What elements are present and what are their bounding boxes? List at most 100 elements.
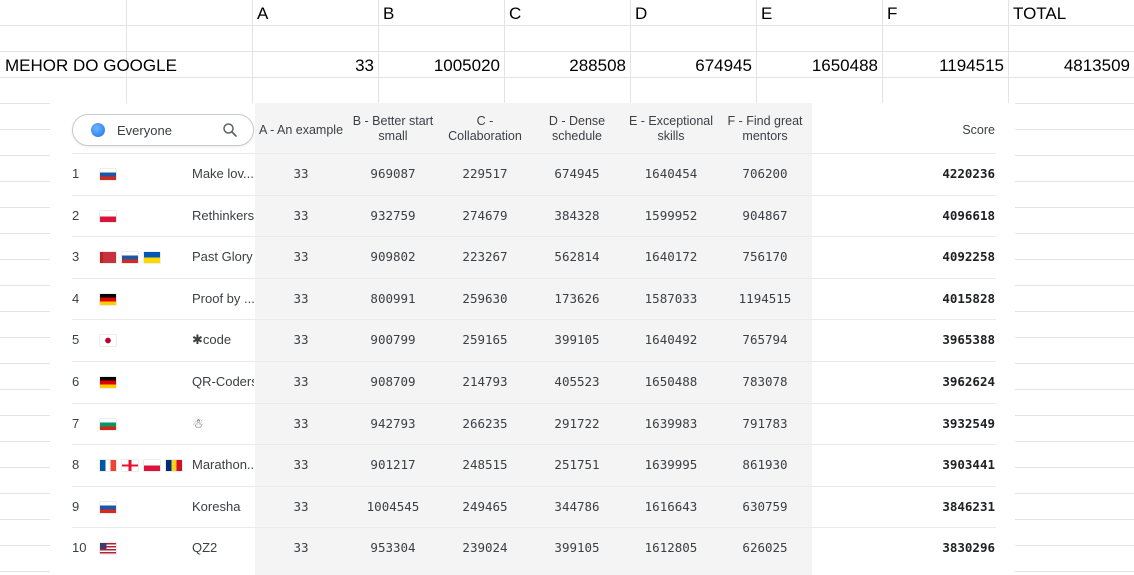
column-header-cell[interactable]: F [887,4,898,23]
score-c: 249465 [462,498,508,514]
team-name: Koresha [192,498,241,514]
team-flags [100,335,116,347]
score-d: 344786 [554,498,600,514]
team-flags [100,543,116,555]
score-b: 932759 [370,207,416,223]
team-name: Proof by ... [192,290,254,306]
score-d: 399105 [554,540,600,556]
flag-by-icon [100,252,116,264]
row-label-cell[interactable]: MEHOR DO GOOGLE [5,56,177,75]
leaderboard-row: 9 Koresha 33 1004545 249465 344786 1616643 6307… [50,486,1015,528]
rank-number: 10 [72,540,87,556]
header-score: Score [962,123,995,137]
flag-ru-icon [100,501,116,513]
column-header-cell[interactable]: C [509,4,522,23]
globe-icon [91,123,105,137]
flag-de-icon [100,293,116,305]
team-flags [100,169,116,180]
value-cell-c[interactable]: 288508 [569,56,626,75]
score-a: 33 [293,415,309,431]
leaderboard-image[interactable]: Everyone A - An example B - Better start… [50,103,1015,575]
row-divider [72,319,996,321]
flag-de-icon [100,377,116,388]
score-d: 384328 [554,207,600,223]
column-header-cell[interactable]: B [383,4,395,23]
leaderboard-row: 7 ☃ 33 942793 266235 291722 1639983 791783 39325… [50,403,1015,445]
score-b: 901217 [370,457,416,473]
search-icon [223,123,237,137]
score-d: 173626 [554,290,600,306]
score-d: 405523 [554,374,600,389]
grid-line [0,25,1134,26]
audience-filter[interactable]: Everyone [72,114,254,146]
row-divider [72,194,996,196]
column-header-cell[interactable]: E [761,4,773,23]
score-c: 259165 [462,332,508,348]
score-f: 861930 [742,457,788,473]
rank-number: 5 [72,332,80,348]
score-a: 33 [293,374,309,389]
score-a: 33 [293,457,309,473]
header-f: F - Find great mentors [727,114,803,143]
team-flags [100,460,182,472]
grid-line [0,51,1134,52]
flag-bg-icon [100,418,116,430]
score-f: 765794 [742,332,788,348]
row-divider [72,361,996,362]
rank-number: 7 [72,415,80,431]
header-a: A - An example [258,123,344,137]
value-cell-b[interactable]: 1005020 [433,56,500,75]
flag-ge-icon [122,460,138,472]
value-cell-total[interactable]: 4813509 [1063,56,1130,75]
value-cell-e[interactable]: 1650488 [811,56,878,75]
score-e: 1639983 [644,415,698,431]
score-a: 33 [293,540,309,556]
rank-number: 2 [72,207,80,223]
score-a: 33 [293,332,309,348]
score-d: 399105 [554,332,600,348]
grid-line [0,77,1134,78]
score-f: 756170 [742,249,788,265]
column-header-cell[interactable]: TOTAL [1013,4,1067,23]
leaderboard-row: 6 QR-Coders 33 908709 214793 405523 1650488 783… [50,361,1015,403]
score-c: 214793 [462,374,508,389]
leaderboard-row: 4 Proof by ... 33 800991 259630 173626 1587033… [50,278,1015,320]
team-flags [100,377,116,388]
flag-us-icon [100,543,116,555]
score-f: 706200 [742,166,788,181]
rank-number: 8 [72,457,80,473]
score-c: 259630 [462,290,508,306]
score-e: 1587033 [644,290,698,306]
value-cell-a[interactable]: 33 [355,56,374,75]
score-f: 630759 [742,498,788,514]
score-e: 1612805 [644,540,698,556]
team-name: QZ2 [192,540,218,556]
leaderboard-row: 2 Rethinkers 33 932759 274679 384328 1599952 90… [50,195,1015,237]
leaderboard-row: 5 ✱code 33 900799 259165 399105 1640492 765794 3… [50,319,1015,361]
leaderboard-row: 8 Marathon... 33 901217 248515 251751 1639995 8… [50,444,1015,486]
total-score: 4092258 [942,249,995,265]
leaderboard-row: 10 QZ2 33 953304 239024 399105 1612805 626025 38… [50,527,1015,569]
row-divider [72,485,996,487]
score-a: 33 [293,498,309,514]
score-c: 266235 [462,415,508,431]
value-cell-d[interactable]: 674945 [695,56,752,75]
score-d: 251751 [554,457,600,473]
column-header-cell[interactable]: A [257,4,269,23]
column-header-cell[interactable]: D [635,4,648,23]
value-cell-f[interactable]: 1194515 [939,56,1004,75]
score-b: 909802 [370,249,416,265]
score-b: 1004545 [366,498,420,514]
team-name: ✱code [192,332,232,348]
total-score: 4220236 [942,166,995,181]
score-e: 1599952 [644,207,698,223]
score-e: 1650488 [644,374,698,389]
total-score: 3965388 [942,332,995,348]
score-f: 1194515 [738,290,792,306]
team-flags [100,210,116,222]
rank-number: 1 [72,166,80,181]
score-f: 626025 [742,540,788,556]
score-d: 674945 [554,166,600,181]
team-flags [100,501,116,513]
score-e: 1640172 [644,249,698,265]
